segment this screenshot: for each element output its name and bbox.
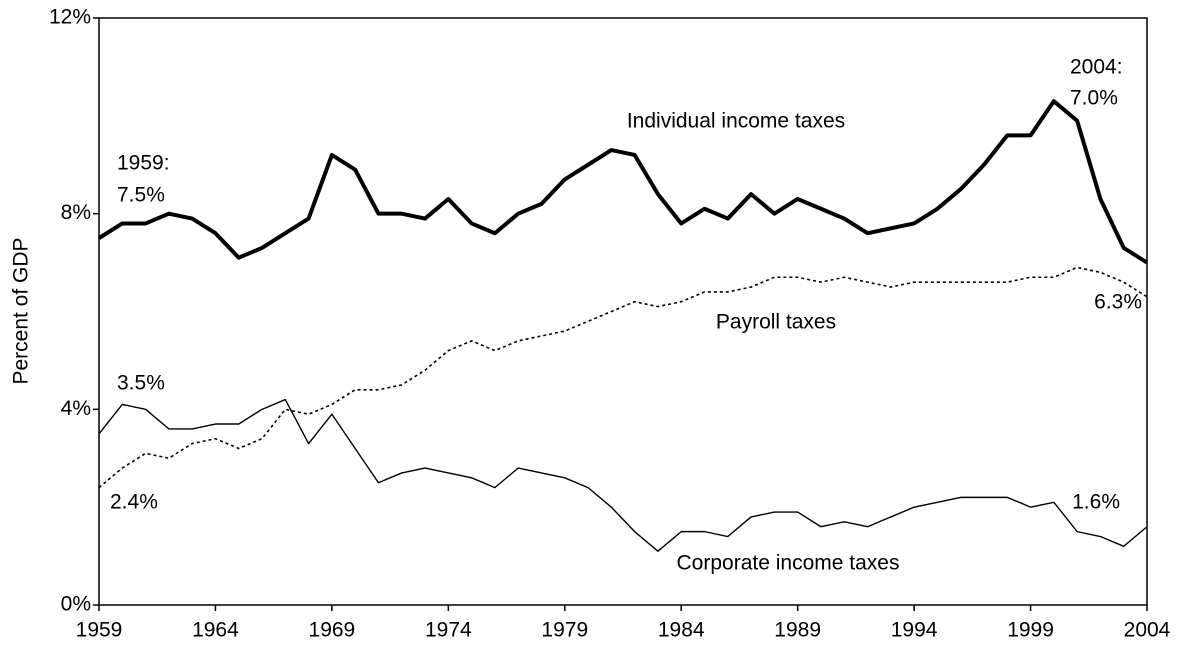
annotation: 2.4% (110, 491, 158, 514)
x-tick-label: 1979 (541, 619, 588, 642)
y-tick-label: 12% (49, 6, 91, 29)
x-tick-label: 1964 (192, 619, 239, 642)
annotation: 1.6% (1072, 491, 1120, 514)
y-tick-label: 8% (61, 201, 91, 224)
annotation: 1959: (117, 152, 170, 175)
series-label: Individual income taxes (627, 110, 845, 133)
x-tick-label: 1974 (425, 619, 472, 642)
annotation: 7.0% (1070, 87, 1118, 110)
series-line (98, 266, 1148, 489)
x-tick-label: 1999 (1007, 619, 1054, 642)
x-tick-label: 1959 (76, 619, 123, 642)
x-tick-label: 2004 (1124, 619, 1171, 642)
series-line (98, 398, 1148, 552)
plot-frame (98, 17, 1148, 606)
series-label: Payroll taxes (716, 311, 836, 334)
x-tick-label: 1969 (309, 619, 356, 642)
annotation: 3.5% (117, 372, 165, 395)
annotation: 6.3% (1094, 291, 1142, 314)
series-label: Corporate income taxes (677, 552, 900, 575)
y-tick-label: 0% (61, 593, 91, 616)
series-line (97, 99, 1149, 265)
x-tick-label: 1994 (891, 619, 938, 642)
x-tick-label: 1989 (774, 619, 821, 642)
y-tick-label: 4% (61, 397, 91, 420)
y-axis-label: Percent of GDP (10, 237, 33, 384)
annotation: 2004: (1070, 56, 1123, 79)
annotation: 7.5% (117, 184, 165, 207)
x-tick-label: 1984 (658, 619, 705, 642)
